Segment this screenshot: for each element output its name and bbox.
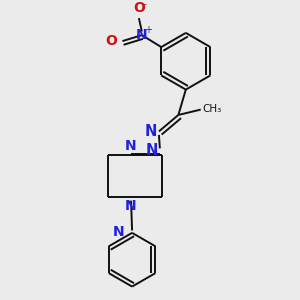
Text: N: N [136,28,148,42]
Text: -: - [142,0,146,9]
Text: +: + [144,25,152,35]
Text: N: N [125,200,137,213]
Text: O: O [133,1,145,14]
Text: N: N [113,225,124,239]
Text: N: N [125,139,137,153]
Text: N: N [146,143,158,158]
Text: N: N [145,124,158,139]
Text: O: O [105,34,117,48]
Text: CH₃: CH₃ [202,104,221,114]
